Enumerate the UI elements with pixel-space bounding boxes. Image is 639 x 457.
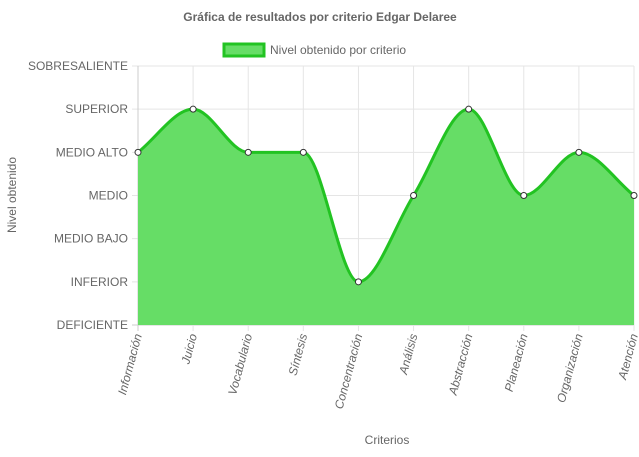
data-point-7[interactable] xyxy=(465,105,473,113)
y-tick-label: MEDIO BAJO xyxy=(54,232,128,246)
series-area xyxy=(138,109,634,326)
x-tick-label: Abstracción xyxy=(446,332,476,397)
y-tick-label: MEDIO ALTO xyxy=(56,145,128,159)
series-area-layer xyxy=(137,107,635,326)
x-axis-tick-labels: Información Juicio Vocabulario Síntesis Conc… xyxy=(115,332,639,411)
x-axis-label: Criterios xyxy=(365,433,410,447)
x-tick-label: Atención xyxy=(615,332,639,382)
y-tick-label: SOBRESALIENTE xyxy=(28,59,128,73)
y-tick-label: MEDIO xyxy=(89,189,128,203)
data-point-2[interactable] xyxy=(189,105,197,113)
x-tick-label: Planeación xyxy=(502,332,531,393)
x-tick-label: Análisis xyxy=(396,332,420,377)
x-tick-label: Vocabulario xyxy=(225,332,255,397)
data-point-10[interactable] xyxy=(630,192,638,199)
x-tick-label: Concentración xyxy=(332,332,366,411)
legend-label: Nivel obtenido por criterio xyxy=(270,43,406,57)
data-point-4[interactable] xyxy=(299,148,307,156)
y-tick-label: DEFICIENTE xyxy=(57,318,128,332)
data-point-9[interactable] xyxy=(575,148,583,156)
series-line xyxy=(137,107,635,284)
data-point-1[interactable] xyxy=(134,148,142,156)
data-point-5[interactable] xyxy=(354,278,362,286)
y-tick-label: SUPERIOR xyxy=(65,102,128,116)
x-tick-label: Juicio xyxy=(178,332,200,367)
data-point-8[interactable] xyxy=(520,192,528,199)
y-axis-label: Nivel obtenido xyxy=(5,157,19,233)
legend-swatch xyxy=(222,42,266,58)
data-points xyxy=(134,105,638,286)
x-tick-label: Síntesis xyxy=(286,332,311,377)
data-point-6[interactable] xyxy=(410,192,418,199)
legend[interactable]: Nivel obtenido por criterio xyxy=(222,42,406,58)
x-tick-label: Organización xyxy=(554,332,586,404)
data-point-3[interactable] xyxy=(244,148,252,156)
y-tick-label: INFERIOR xyxy=(71,275,129,289)
chart-title: Gráfica de resultados por criterio Edgar… xyxy=(183,10,457,24)
x-tick-label: Información xyxy=(115,332,145,396)
y-axis-tick-labels: DEFICIENTE INFERIOR MEDIO BAJO MEDIO MEDIO A… xyxy=(28,59,128,332)
